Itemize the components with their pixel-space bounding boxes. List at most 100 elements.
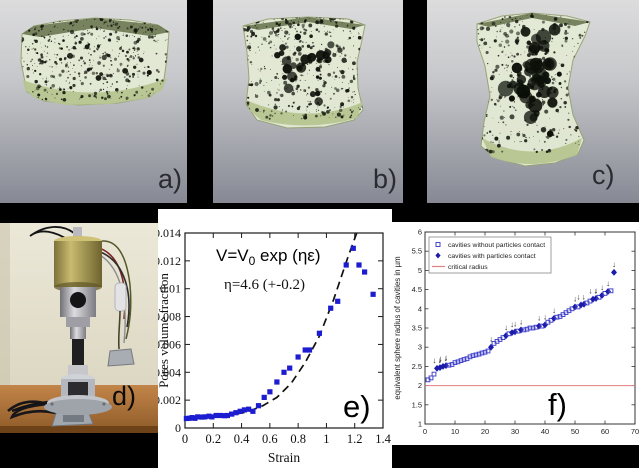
y-tick-label: 1.5: [412, 400, 422, 409]
y-axis-title: Pores volume fraction: [158, 273, 171, 388]
wire-to-connector: [117, 310, 121, 350]
data-point: [306, 347, 313, 353]
contact-arrow-icon: ↓: [489, 335, 493, 344]
sample-top-face: [243, 17, 365, 30]
y-tick-label: 2.5: [412, 362, 422, 371]
data-point: [267, 389, 273, 395]
data-point: [186, 415, 192, 421]
x-tick-label: 0: [423, 427, 427, 436]
x-tick-label: 1: [323, 432, 329, 446]
data-point: [370, 291, 376, 297]
y-axis-title: equivalent sphere radius of cavities in …: [393, 256, 402, 399]
y-tick-label: 0.006: [158, 337, 181, 351]
data-point: [237, 408, 243, 414]
x-tick-label: 40: [541, 427, 549, 436]
pore-speckles: [477, 13, 590, 154]
data-point: [362, 269, 368, 275]
wire-dark: [97, 250, 130, 328]
motor-cylinder: [54, 241, 102, 287]
data-point: [222, 413, 228, 419]
panel-label-d: d): [112, 381, 137, 411]
data-point-contact: [581, 300, 587, 308]
contact-arrow-icon: ↓: [438, 356, 442, 365]
data-point: [229, 411, 235, 417]
x-tick-label: 0.4: [234, 432, 250, 446]
contact-arrow-icon: ↓: [606, 279, 610, 288]
y-tick-label: 1: [418, 420, 422, 429]
tomography-render-b: [242, 16, 366, 129]
x-tick-label: 10: [451, 427, 459, 436]
data-point: [217, 412, 223, 419]
data-point-no-contact: [473, 352, 479, 358]
contact-arrow-icon: ↓: [543, 312, 547, 321]
data-point-contact: [590, 295, 596, 303]
data-point: [202, 414, 208, 420]
data-point-contact: [599, 291, 605, 299]
x-axis-title: Strain: [268, 450, 300, 465]
y-tick-label: 0.004: [158, 365, 181, 379]
dsub-connector-face: [63, 415, 84, 422]
cable-sleeve: [114, 282, 127, 312]
panel-c-tomography: c): [427, 0, 639, 203]
cavity-radius-chart: 0 10 20 30 40 50 60 70 1 1.5 2 2.5 3 3.5 4 4.5 5 5.5 6 equi…: [393, 228, 639, 437]
data-point: [213, 412, 219, 419]
contact-arrow-icon: ↓: [588, 287, 592, 296]
x-tick-label: 70: [631, 427, 639, 436]
panel-label-e: e): [343, 389, 371, 424]
data-point: [192, 415, 198, 421]
eta-annotation: η=4.6 (+-0.2): [224, 277, 305, 293]
pull-rod: [72, 339, 84, 365]
data-point-no-contact: [608, 288, 614, 294]
x-tick-label: 1.2: [347, 432, 363, 446]
pore-speckles: [243, 17, 365, 120]
rod-coupler: [68, 365, 88, 375]
sample-bottom-face: [482, 138, 582, 165]
legend-box: [428, 236, 552, 274]
data-point: [255, 403, 262, 409]
data-point-contact: [437, 364, 443, 371]
wire-black: [29, 226, 75, 242]
dsub-connector-hanging: [107, 348, 135, 367]
contact-arrow-icon: ↓: [519, 317, 523, 326]
data-point-contact: [542, 321, 548, 329]
contact-arrow-icon: ↓: [537, 314, 541, 323]
collar: [66, 317, 90, 327]
panel-f-chart: 0 10 20 30 40 50 60 70 1 1.5 2 2.5 3 3.5 4 4.5 5 5.5 6 equi…: [392, 222, 639, 445]
base-plate: [44, 399, 112, 415]
data-point-no-contact: [431, 371, 437, 377]
panel-label-f: f): [548, 387, 567, 422]
contact-arrow-icon: ↓: [432, 356, 436, 365]
data-point: [246, 406, 252, 412]
y-tick-label: 5.5: [412, 247, 422, 256]
data-point: [209, 414, 215, 420]
equation-annotation: V=V0 exp (ηε): [216, 246, 321, 268]
y-tick-label: 0.01: [160, 282, 181, 296]
legend-label: cavities without particles contact: [448, 242, 545, 249]
data-point-no-contact: [467, 354, 473, 360]
base-window: [68, 382, 88, 397]
data-point: [328, 305, 334, 311]
contact-arrow-icon: ↓: [513, 319, 517, 328]
data-point-contact: [518, 326, 524, 334]
data-point: [274, 379, 280, 385]
x-tick-label: 0: [182, 432, 188, 446]
viewport-hole: [70, 292, 86, 308]
y-tick-label: 4: [418, 304, 422, 313]
data-point: [189, 415, 195, 421]
neck: [70, 327, 86, 339]
data-point: [233, 410, 239, 416]
legend-filled-diamond-icon: [435, 252, 441, 259]
pores-volume-fraction-chart: 0 0.2 0.4 0.6 0.8 1 1.2 1.4 0 0.002 0.004 0.006 0.00…: [158, 226, 392, 465]
y-tick-label: 3.5: [412, 324, 422, 333]
y-tick-label: 6: [418, 228, 422, 237]
bolt: [102, 402, 106, 406]
data-point-contact: [434, 364, 440, 372]
contact-arrow-icon: ↓: [582, 292, 586, 301]
data-point-no-contact: [482, 349, 488, 355]
contact-arrow-icon: ↓: [510, 320, 514, 329]
contact-arrow-icon: ↓: [444, 354, 448, 363]
data-point-no-contact: [461, 357, 467, 362]
data-point: [287, 365, 293, 371]
x-tick-label: 50: [571, 427, 579, 436]
